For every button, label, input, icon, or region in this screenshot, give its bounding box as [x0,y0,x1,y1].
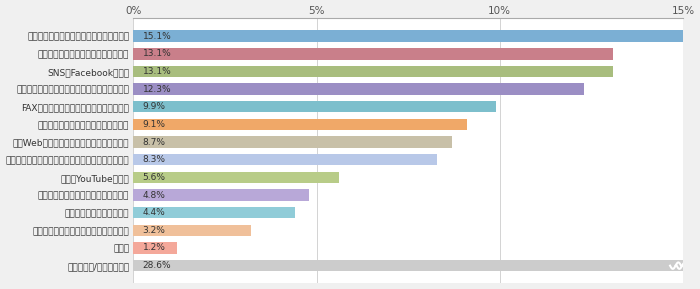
Text: 28.6%: 28.6% [143,261,171,270]
Text: 5.6%: 5.6% [143,173,165,182]
Bar [133,101,496,112]
Bar [133,154,438,166]
Bar [133,207,295,218]
Text: 15.1%: 15.1% [143,32,172,41]
Bar [133,242,177,254]
Text: 4.4%: 4.4% [143,208,165,217]
Text: 13.1%: 13.1% [143,49,172,58]
Bar [133,48,613,60]
Bar [133,83,584,95]
Bar [133,136,452,148]
Bar [133,172,339,183]
Text: 12.3%: 12.3% [143,85,171,94]
Bar [133,225,251,236]
Bar [133,189,309,201]
Text: 8.3%: 8.3% [143,155,165,164]
Text: 1.2%: 1.2% [143,244,165,253]
Text: 9.9%: 9.9% [143,102,165,111]
Text: 9.1%: 9.1% [143,120,165,129]
Text: 13.1%: 13.1% [143,67,172,76]
Text: 8.7%: 8.7% [143,138,165,147]
Bar [133,260,700,271]
Text: 3.2%: 3.2% [143,226,165,235]
Text: 4.8%: 4.8% [143,190,165,199]
Bar [133,119,467,130]
Bar [133,66,613,77]
Bar [133,30,687,42]
